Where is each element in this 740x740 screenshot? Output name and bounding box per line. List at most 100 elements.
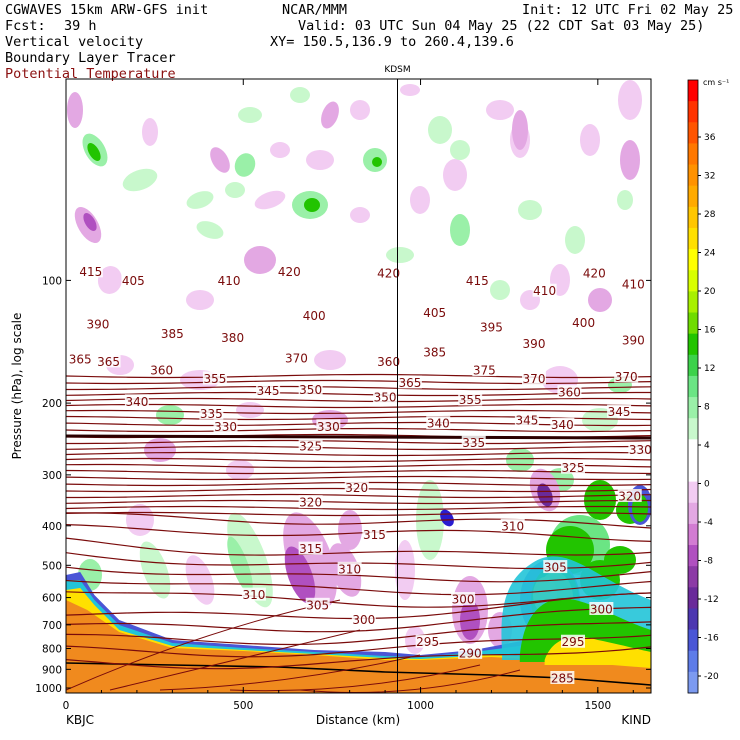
- theta-label-bg: [522, 336, 546, 350]
- colorbar-swatch: [688, 122, 698, 144]
- colorbar: 36 32 28 24 20 16 12 8 4 0 -4 -8 -12 -16 -20: [687, 79, 719, 694]
- colorbar-label: 16: [704, 326, 716, 336]
- theta-label-bg: [220, 330, 245, 344]
- y-axis-title: Pressure (hPa), log scale: [10, 313, 24, 460]
- theta-label: 325: [299, 440, 322, 454]
- theta-contour: [66, 493, 651, 499]
- theta-label-bg: [550, 670, 575, 684]
- theta-label: 345: [257, 384, 280, 398]
- theta-label-bg: [532, 283, 557, 297]
- colorbar-label: 0: [704, 480, 710, 490]
- theta-label: 355: [203, 372, 226, 386]
- theta-label-bg: [376, 266, 401, 280]
- colorbar-label: 4: [704, 441, 710, 451]
- theta-label-bg: [376, 354, 401, 368]
- colorbar-label: 32: [704, 172, 715, 182]
- velocity-cell: [284, 546, 316, 604]
- velocity-cell: [238, 107, 262, 123]
- theta-label-bg: [514, 412, 539, 426]
- velocity-cell: [512, 110, 528, 150]
- velocity-cell: [254, 190, 286, 210]
- colorbar-swatch: [688, 270, 698, 292]
- velocity-cell: [386, 247, 414, 263]
- theta-contour: [66, 512, 651, 529]
- theta-label-bg: [277, 264, 302, 278]
- theta-contour: [299, 669, 521, 693]
- colorbar-label: 8: [704, 403, 710, 413]
- x-tick-label: 0: [63, 700, 70, 712]
- theta-label: 375: [473, 364, 496, 378]
- theta-label-bg: [302, 308, 327, 322]
- theta-label-bg: [199, 406, 224, 420]
- theta-label-bg: [68, 352, 93, 366]
- valid-time: Valid: 03 UTC Sun 04 May 25 (22 CDT Sat …: [298, 18, 705, 34]
- theta-contour: [159, 654, 421, 691]
- velocity-cell: [210, 147, 230, 173]
- theta-label-bg: [397, 375, 422, 389]
- colorbar-swatch: [688, 502, 698, 525]
- velocity-cell: [283, 512, 337, 608]
- theta-label: 360: [377, 355, 400, 369]
- theta-label: 370: [523, 372, 546, 386]
- theta-label-bg: [561, 460, 585, 474]
- x-tick-label: 1500: [584, 700, 611, 712]
- colorbar-swatch: [688, 291, 698, 314]
- velocity-cell: [186, 191, 214, 209]
- theta-label: 390: [622, 333, 645, 347]
- theta-label-bg: [217, 273, 242, 287]
- theta-contour: [66, 457, 651, 463]
- velocity-cell: [506, 448, 534, 472]
- colorbar-swatch: [688, 439, 698, 461]
- theta-label: 405: [423, 306, 446, 320]
- theta-label: 395: [480, 320, 503, 334]
- y-tick-label: 500: [42, 560, 62, 572]
- theta-contour: [66, 606, 651, 633]
- theta-label-bg: [373, 389, 398, 403]
- colorbar-swatch: [688, 312, 698, 335]
- velocity-cell: [410, 186, 430, 214]
- theta-label-bg: [589, 601, 614, 615]
- theta-label: 295: [416, 635, 439, 649]
- theta-label: 340: [427, 417, 450, 431]
- theta-label: 365: [69, 353, 92, 367]
- velocity-cell: [87, 142, 101, 162]
- colorbar-label: -12: [704, 595, 719, 605]
- theta-contour: [66, 537, 651, 556]
- theta-label-bg: [461, 435, 486, 449]
- organization-label: NCAR/MMM: [282, 2, 348, 18]
- theta-label-bg: [241, 587, 266, 601]
- theta-label: 345: [608, 405, 631, 419]
- y-tick-label: 900: [42, 664, 62, 676]
- x-axis: 0 500 1000 1500: [63, 79, 634, 712]
- theta-label-bg: [351, 612, 376, 626]
- velocity-cell: [321, 101, 339, 129]
- theta-label-bg: [96, 354, 121, 368]
- theta-contour: [66, 379, 651, 385]
- theta-label: 300: [352, 613, 375, 627]
- colorbar-swatch: [688, 80, 698, 102]
- theta-label-bg: [298, 439, 323, 453]
- theta-contour: [66, 621, 651, 646]
- init-time: Init: 12 UTC Fri 02 May 25: [522, 2, 734, 18]
- velocity-cell: [126, 504, 154, 536]
- colorbar-swatch: [688, 185, 698, 208]
- theta-label-bg: [465, 273, 490, 287]
- plot-frame: [65, 78, 652, 694]
- colorbar-swatch: [688, 333, 698, 356]
- theta-label: 330: [317, 420, 340, 434]
- colorbar-swatch: [688, 460, 698, 483]
- theta-label: 415: [466, 274, 489, 288]
- terrain-tracer: [66, 556, 651, 693]
- y-tick-label: 600: [42, 593, 62, 605]
- velocity-cell: [83, 212, 97, 232]
- colorbar-swatch: [688, 650, 698, 673]
- velocity-cell: [400, 84, 420, 96]
- theta-contour: [66, 505, 651, 511]
- theta-contour: [66, 511, 651, 517]
- velocity-cell: [372, 157, 382, 167]
- colorbar-swatch: [688, 249, 698, 271]
- theta-label-bg: [316, 419, 341, 433]
- theta-contour: [66, 646, 651, 670]
- right-endpoint-label: KIND: [621, 713, 651, 727]
- theta-label: 310: [338, 562, 361, 576]
